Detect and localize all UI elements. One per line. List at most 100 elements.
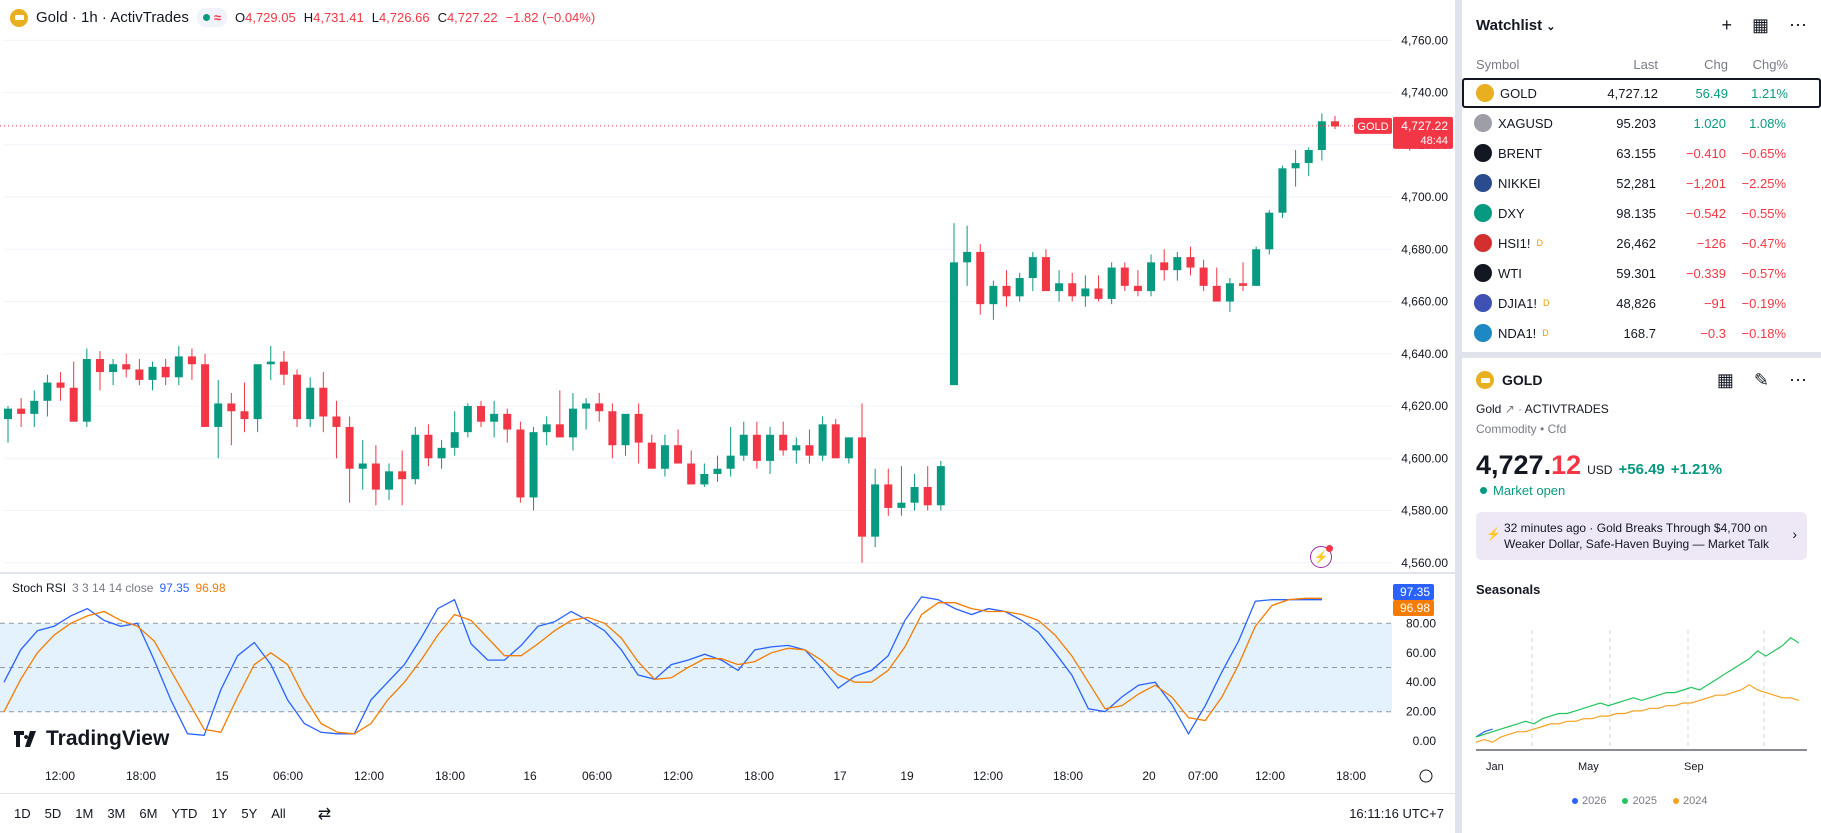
col-chg[interactable]: Chg	[1704, 56, 1728, 72]
news-headline: Gold Breaks Through $4,700 on Weaker Dol…	[1504, 521, 1770, 551]
time-axis-label: 18:00	[1336, 769, 1366, 783]
candle-body	[687, 463, 696, 485]
gold-bar-icon	[1476, 84, 1494, 102]
clock[interactable]: 16:11:16 UTC+7	[1349, 806, 1444, 821]
timeframe-ytd[interactable]: YTD	[171, 806, 198, 821]
timeframe-1m[interactable]: 1M	[75, 806, 94, 821]
details-category-line: Commodity • Cfd	[1476, 422, 1567, 436]
symbol-title[interactable]: Gold · 1h · ActivTrades	[36, 9, 189, 26]
timeframe-6m[interactable]: 6M	[139, 806, 158, 821]
col-chgp[interactable]: Chg%	[1752, 56, 1788, 72]
delayed-badge: D	[1543, 298, 1550, 308]
alerts-lightning-icon[interactable]: ⚡	[1310, 545, 1333, 568]
symbol-tag	[1354, 117, 1392, 134]
lightning-icon: ⚡	[1486, 527, 1501, 541]
time-axis-label: 20	[1142, 769, 1156, 783]
candle-body	[1278, 168, 1287, 213]
candle-body	[700, 473, 709, 485]
col-last[interactable]: Last	[1633, 56, 1658, 72]
watchlist-row[interactable]: DXY 98.135 −0.542 −0.55%	[1462, 198, 1821, 228]
candle-body	[1317, 121, 1326, 151]
market-open-dot-icon	[1480, 487, 1487, 494]
seasonal-axis-label: May	[1578, 761, 1599, 773]
market-open-dot-icon	[202, 14, 210, 21]
legend-2024[interactable]: 2024	[1672, 795, 1707, 807]
time-axis-label: 12:00	[973, 769, 1003, 783]
details-exchange[interactable]: ACTIVTRADES	[1524, 402, 1609, 416]
candle-body	[95, 359, 104, 373]
candle-body	[963, 251, 972, 263]
row-chg: −126	[1696, 235, 1726, 251]
add-symbol-icon[interactable]: +	[1721, 14, 1732, 35]
timeframe-3m[interactable]: 3M	[107, 806, 126, 821]
candle-body	[568, 408, 577, 438]
delayed-badge: D	[1542, 328, 1549, 338]
external-link-icon[interactable]: ↗	[1504, 402, 1515, 416]
candle-body	[161, 366, 170, 378]
watchlist-row[interactable]: XAGUSD 95.203 1.020 1.08%	[1462, 108, 1821, 138]
price-chart[interactable]: 4,760.004,740.004,720.004,700.004,680.00…	[0, 0, 1456, 793]
candle-body	[214, 403, 223, 427]
seasonals-title[interactable]: Seasonals	[1476, 582, 1541, 597]
row-symbol: DXY	[1498, 205, 1525, 221]
details-subcategory[interactable]: Cfd	[1547, 422, 1567, 436]
stoch-d-tag	[1393, 600, 1434, 616]
time-axis-label: 18:00	[744, 769, 774, 783]
candle-body	[187, 356, 196, 365]
timeframe-all[interactable]: All	[271, 806, 286, 821]
candle-body	[398, 471, 407, 480]
candle-body	[17, 408, 26, 414]
panel-divider[interactable]	[1462, 352, 1821, 358]
candle-body	[345, 426, 354, 469]
candle-body	[542, 424, 551, 433]
edit-icon[interactable]: ✎	[1753, 369, 1769, 390]
price-axis-label: 4,560.00	[1401, 556, 1448, 570]
watchlist-row[interactable]: BRENT 63.155 −0.410 −0.65%	[1462, 138, 1821, 168]
market-status-pill[interactable]: ≈	[196, 8, 227, 27]
advanced-view-icon[interactable]: ▦	[1751, 14, 1769, 35]
candle-body	[1199, 267, 1208, 286]
watchlist-row[interactable]: NIKKEI 52,281 −1,201 −2.25%	[1462, 168, 1821, 198]
more-icon[interactable]: ⋯	[1789, 14, 1807, 35]
timeframe-5d[interactable]: 5D	[44, 806, 62, 821]
legend-2026[interactable]: 2026	[1572, 795, 1606, 807]
candle-body	[923, 487, 932, 506]
watchlist-row[interactable]: WTI 59.301 −0.339 −0.57%	[1462, 258, 1821, 288]
watchlist-row[interactable]: GOLD 4,727.12 56.49 1.21%	[1462, 78, 1821, 108]
price-axis-label: 4,580.00	[1401, 504, 1448, 518]
watchlist-row[interactable]: NDA1! D 168.7 −0.3 −0.18%	[1462, 318, 1821, 348]
candle-body	[1331, 121, 1339, 127]
watchlist-title[interactable]: Watchlist ⌄	[1476, 16, 1556, 34]
tradingview-logo[interactable]: TradingView	[14, 727, 169, 751]
oil-drop-icon	[1474, 144, 1492, 162]
details-change: +56.49	[1618, 461, 1665, 478]
news-item[interactable]: ⚡ 32 minutes ago · Gold Breaks Through $…	[1476, 512, 1807, 560]
seasonals-chart[interactable]: Jan May Sep	[1462, 610, 1821, 790]
timeframe-1y[interactable]: 1Y	[211, 806, 228, 821]
time-axis-label: 12:00	[45, 769, 75, 783]
candle-body	[358, 463, 367, 469]
chevron-right-icon: ›	[1792, 526, 1797, 542]
us-flag-icon	[1474, 294, 1492, 312]
timeframe-1d[interactable]: 1D	[14, 806, 31, 821]
candle-body	[109, 364, 118, 373]
chart-pane[interactable]: 4,760.004,740.004,720.004,700.004,680.00…	[0, 0, 1456, 833]
row-symbol: GOLD	[1500, 85, 1537, 101]
date-range-icon[interactable]: ⇄	[317, 805, 332, 823]
col-symbol[interactable]: Symbol	[1476, 56, 1520, 72]
more-icon[interactable]: ⋯	[1789, 369, 1807, 390]
details-name[interactable]: Gold	[1476, 402, 1502, 416]
market-status[interactable]: Market open	[1462, 481, 1821, 500]
layout-icon[interactable]: ▦	[1716, 369, 1734, 390]
details-symbol[interactable]: GOLD	[1502, 372, 1543, 388]
legend-2025[interactable]: 2025	[1622, 795, 1657, 807]
candle-body	[792, 445, 801, 451]
watchlist-row[interactable]: DJIA1! D 48,826 −91 −0.19%	[1462, 288, 1821, 318]
timeframe-5y[interactable]: 5Y	[241, 806, 258, 821]
details-category[interactable]: Commodity	[1476, 422, 1537, 436]
stoch-rsi-legend[interactable]: Stoch RSI 3 3 14 14 close 97.35 96.98	[12, 581, 226, 595]
stoch-k-value: 97.35	[159, 581, 190, 595]
watchlist-row[interactable]: HSI1! D 26,462 −126 −0.47%	[1462, 228, 1821, 258]
candle-body	[437, 447, 446, 459]
row-chgp: 1.21%	[1751, 85, 1788, 101]
